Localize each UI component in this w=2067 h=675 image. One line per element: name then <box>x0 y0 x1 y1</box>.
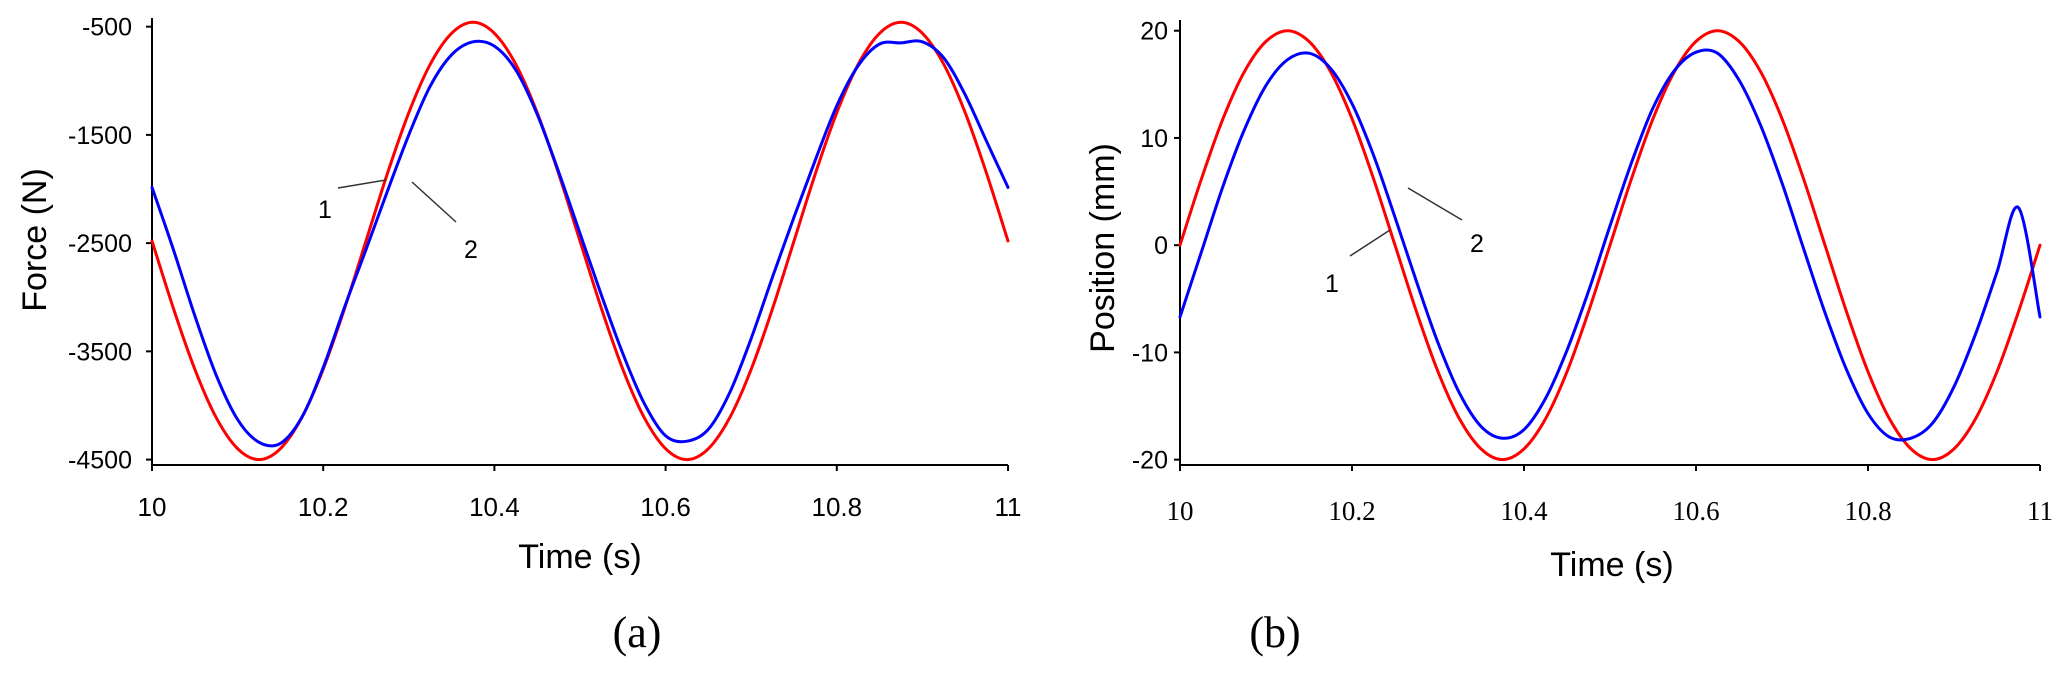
y-tick-label: -2500 <box>68 230 132 258</box>
x-tick-label: 11 <box>995 492 1022 522</box>
position-chart: 20 10 0 -10 -20 10 10.2 10.4 10.6 10.8 11 Time (s… <box>1084 18 2053 657</box>
x-tick-label: 10 <box>138 492 167 522</box>
curve-label-2: 2 <box>464 236 478 264</box>
y-tick-label: -20 <box>1132 447 1168 475</box>
series-2-line <box>150 39 1010 448</box>
y-tick-group: -500 -1500 -2500 -3500 -4500 <box>68 14 152 475</box>
series-1-line <box>1178 29 2042 462</box>
y-tick-label: 0 <box>1154 232 1168 260</box>
curve-label-1: 1 <box>1325 270 1339 298</box>
x-tick-label: 10.4 <box>469 492 520 522</box>
curve-label-1: 1 <box>318 196 332 224</box>
force-chart: -500-1500-2500-3500-4500 10 10.2 10.4 10.6 1… <box>16 14 1022 657</box>
y-tick-label: -500 <box>82 14 132 42</box>
curve-label-2: 2 <box>1470 230 1484 258</box>
y-tick-label: -4500 <box>68 447 132 475</box>
x-tick-label: 10.4 <box>1500 496 1548 526</box>
y-axis-title: Position (mm) <box>1084 143 1122 353</box>
x-axis-title: Time (s) <box>518 538 641 576</box>
leader-line-2 <box>411 181 457 223</box>
x-tick-group: 10 10.2 10.4 10.6 10.8 11 <box>138 465 1022 522</box>
y-tick-label: -10 <box>1132 339 1168 367</box>
series-group <box>150 20 1010 462</box>
x-tick-label: 10.8 <box>811 492 862 522</box>
y-tick-label: -3500 <box>68 338 132 366</box>
x-tick-label: 10.6 <box>640 492 691 522</box>
panel-label-b: (b) <box>1249 608 1300 657</box>
y-axis-title: Force (N) <box>16 168 54 312</box>
y-tick-label: -1500 <box>68 122 132 150</box>
x-axis-title: Time (s) <box>1550 546 1673 584</box>
x-tick-label: 10.8 <box>1844 496 1891 526</box>
series-group <box>1178 29 2042 462</box>
series-1-line <box>150 20 1010 462</box>
x-tick-label: 10.2 <box>298 492 349 522</box>
y-tick-label: 20 <box>1140 18 1168 46</box>
x-tick-label: 11 <box>2027 496 2053 526</box>
x-tick-group: 10 10.2 10.4 10.6 10.8 11 <box>1167 465 2053 526</box>
series-2-line <box>1178 48 2042 442</box>
leader-line-1 <box>1349 229 1391 257</box>
x-tick-label: 10.2 <box>1328 496 1375 526</box>
x-tick-label: 10.6 <box>1672 496 1719 526</box>
x-tick-label: 10 <box>1167 496 1194 526</box>
panel-label-a: (a) <box>613 608 662 657</box>
leader-line-2 <box>1407 187 1463 221</box>
y-tick-label: 10 <box>1140 125 1168 153</box>
y-tick-group: 20 10 0 -10 -20 <box>1132 18 1180 475</box>
leader-line-1 <box>337 179 387 189</box>
